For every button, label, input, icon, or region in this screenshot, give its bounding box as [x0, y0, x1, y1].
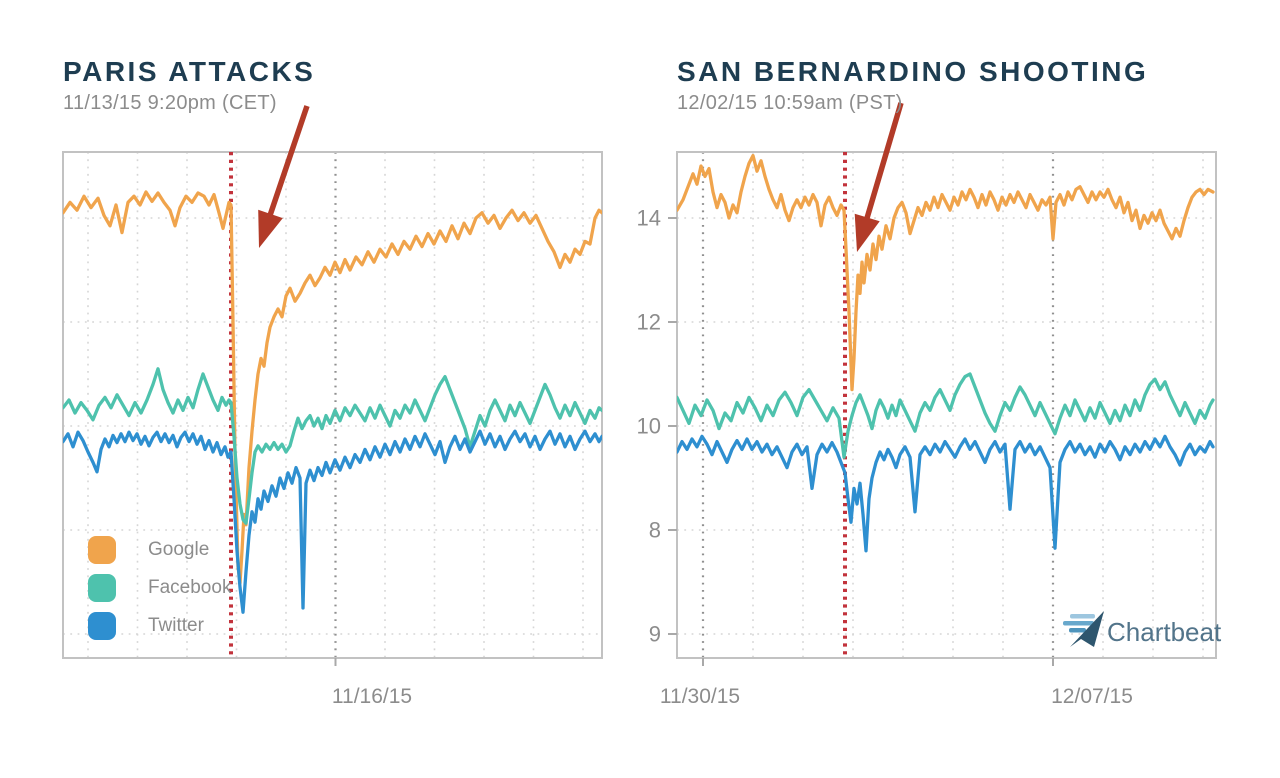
y-axis-labels: 14 12 10 8 9: [637, 206, 677, 647]
facebook-line: [677, 372, 1215, 459]
right-chart-title: SAN BERNARDINO SHOOTING: [677, 56, 1149, 87]
svg-text:11/30/15: 11/30/15: [660, 685, 740, 708]
legend-label: Google: [148, 539, 210, 560]
svg-text:12/07/15: 12/07/15: [1051, 685, 1133, 708]
event-arrow: [854, 102, 904, 252]
x-axis-labels: 11/16/15: [332, 658, 412, 708]
left-chart-title: PARIS ATTACKS: [63, 56, 316, 87]
event-arrow: [258, 105, 310, 248]
horizontal-gridlines: [677, 217, 1216, 635]
right-chart-subtitle: 12/02/15 10:59am (PST): [677, 92, 903, 114]
series-lines: [63, 190, 602, 614]
paris-attacks-chart: 11/16/15: [62, 105, 603, 708]
svg-text:10: 10: [637, 414, 661, 439]
legend-item-facebook: Facebook: [88, 574, 231, 602]
svg-text:11/16/15: 11/16/15: [332, 685, 412, 708]
google-line: [677, 153, 1215, 392]
series-lines: [677, 153, 1215, 553]
legend-label: Facebook: [148, 577, 232, 598]
twitter-swatch: [88, 612, 116, 640]
facebook-line: [63, 367, 602, 525]
svg-text:9: 9: [649, 622, 661, 647]
plot-frame: [62, 151, 603, 659]
facebook-swatch: [88, 574, 116, 602]
chartbeat-logo-icon: [1063, 611, 1104, 647]
google-swatch: [88, 536, 116, 564]
google-line: [63, 190, 602, 585]
chartbeat-logo-text: Chartbeat: [1107, 617, 1222, 647]
svg-text:8: 8: [649, 518, 661, 543]
svg-text:12: 12: [637, 310, 661, 335]
legend-item-google: Google: [88, 536, 231, 564]
plot-frame: [676, 151, 1217, 659]
legend: Google Facebook Twitter: [88, 536, 231, 650]
legend-item-twitter: Twitter: [88, 612, 231, 640]
twitter-line: [63, 429, 602, 614]
x-axis-labels: 11/30/15 12/07/15: [660, 658, 1133, 708]
san-bernardino-shooting-chart: 14 12 10 8 9 11/30/15 12/07/15: [637, 102, 1217, 708]
left-chart-subtitle: 11/13/15 9:20pm (CET): [63, 92, 277, 114]
svg-text:14: 14: [637, 206, 661, 231]
legend-label: Twitter: [148, 615, 204, 636]
twitter-line: [677, 434, 1215, 553]
